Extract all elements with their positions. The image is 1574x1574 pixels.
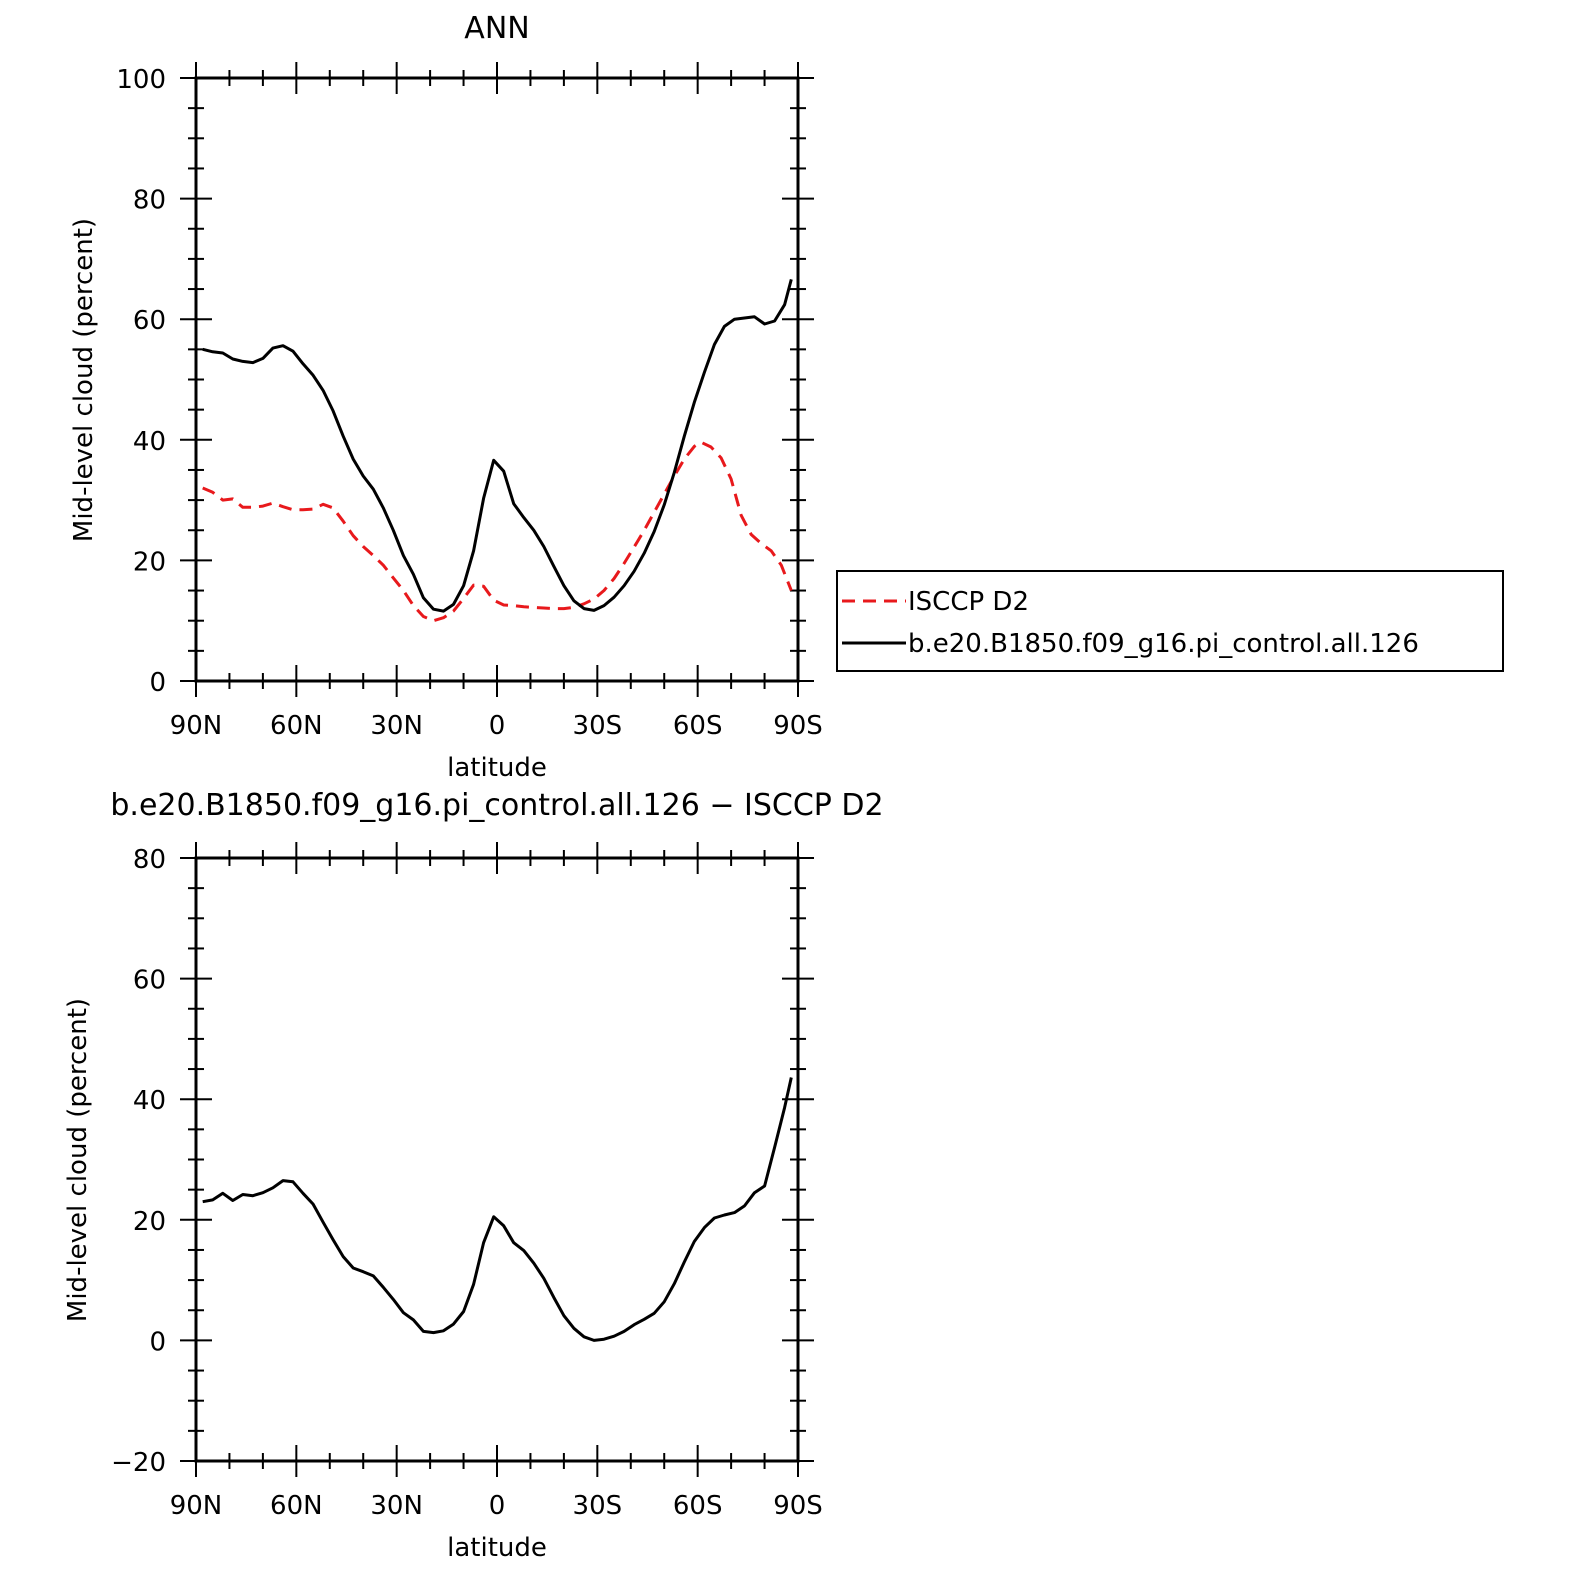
x-tick-label: 60S <box>673 1491 723 1521</box>
y-tick-label: 20 <box>133 1207 166 1237</box>
y-tick-label: 40 <box>133 427 166 457</box>
series-line-2 <box>202 279 793 613</box>
series-lines <box>202 1077 793 1342</box>
y-tick-label: −20 <box>111 1448 166 1478</box>
x-tick-label: 0 <box>489 1491 506 1521</box>
axis-ticks <box>180 842 814 1477</box>
legend-label-isccp: ISCCP D2 <box>908 587 1029 617</box>
axis-ticks <box>180 62 814 697</box>
series-lines <box>202 279 793 623</box>
plot-frame <box>194 76 800 683</box>
y-tick-label: 20 <box>133 547 166 577</box>
annual-mean-panel: ANN 90N 60N 30N 0 30S 60S 90S 0 20 40 60 80 100 lat… <box>69 11 1504 783</box>
y-axis-label: Mid-level cloud (percent) <box>69 218 99 542</box>
x-tick-label: 90N <box>170 711 223 741</box>
x-axis-label: latitude <box>447 1533 547 1563</box>
y-tick-label: 60 <box>133 306 166 336</box>
y-tick-label: 60 <box>133 966 166 996</box>
x-tick-label: 0 <box>489 711 506 741</box>
x-tick-label: 30S <box>573 1491 623 1521</box>
y-tick-labels: 0 20 40 60 80 100 <box>116 65 166 698</box>
legend: ISCCP D2 b.e20.B1850.f09_g16.pi_control.… <box>836 570 1504 672</box>
series-line-1 <box>202 440 793 623</box>
x-tick-label: 90S <box>773 711 823 741</box>
x-tick-label: 30N <box>370 711 423 741</box>
panel-title: ANN <box>464 11 529 46</box>
panel-title: b.e20.B1850.f09_g16.pi_control.all.126 −… <box>110 788 883 823</box>
x-tick-label: 30S <box>573 711 623 741</box>
x-tick-labels: 90N 60N 30N 0 30S 60S 90S <box>170 711 823 741</box>
y-tick-label: 80 <box>133 845 166 875</box>
y-tick-labels: −20 0 20 40 60 80 <box>111 845 166 1478</box>
x-tick-label: 90N <box>170 1491 223 1521</box>
y-tick-label: 100 <box>116 65 166 95</box>
x-tick-label: 30N <box>370 1491 423 1521</box>
plot-frame <box>194 856 800 1463</box>
y-tick-label: 40 <box>133 1086 166 1116</box>
x-tick-label: 60N <box>270 711 323 741</box>
x-axis-label: latitude <box>447 753 547 783</box>
series-line-1 <box>202 1077 793 1342</box>
y-tick-label: 0 <box>149 1327 166 1357</box>
x-tick-labels: 90N 60N 30N 0 30S 60S 90S <box>170 1491 823 1521</box>
difference-panel: b.e20.B1850.f09_g16.pi_control.all.126 −… <box>63 788 884 1563</box>
x-tick-label: 90S <box>773 1491 823 1521</box>
x-tick-label: 60S <box>673 711 723 741</box>
y-tick-label: 80 <box>133 186 166 216</box>
legend-box <box>836 570 1504 672</box>
x-tick-label: 60N <box>270 1491 323 1521</box>
legend-label-model: b.e20.B1850.f09_g16.pi_control.all.126 <box>908 629 1419 659</box>
y-axis-label: Mid-level cloud (percent) <box>63 998 93 1322</box>
y-tick-label: 0 <box>149 668 166 698</box>
